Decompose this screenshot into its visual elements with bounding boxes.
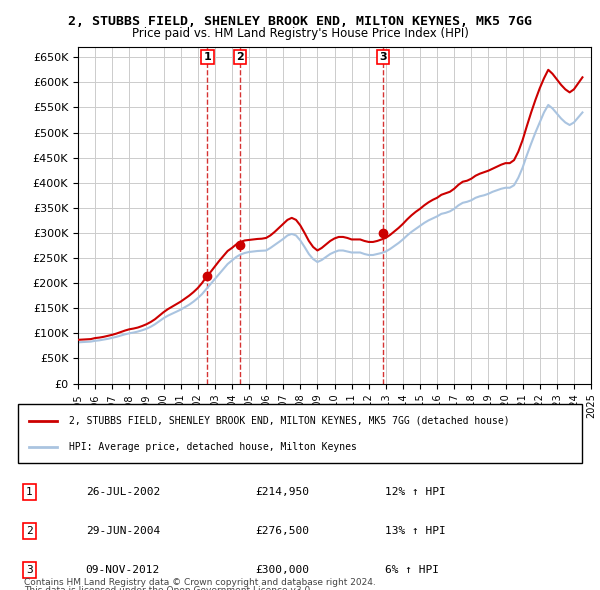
Text: 29-JUN-2004: 29-JUN-2004 [86, 526, 160, 536]
Text: 13% ↑ HPI: 13% ↑ HPI [385, 526, 445, 536]
Text: 1: 1 [26, 487, 32, 497]
Text: 2, STUBBS FIELD, SHENLEY BROOK END, MILTON KEYNES, MK5 7GG: 2, STUBBS FIELD, SHENLEY BROOK END, MILT… [68, 15, 532, 28]
Text: £214,950: £214,950 [255, 487, 309, 497]
Text: Contains HM Land Registry data © Crown copyright and database right 2024.: Contains HM Land Registry data © Crown c… [24, 578, 376, 587]
Text: 26-JUL-2002: 26-JUL-2002 [86, 487, 160, 497]
Text: 2, STUBBS FIELD, SHENLEY BROOK END, MILTON KEYNES, MK5 7GG (detached house): 2, STUBBS FIELD, SHENLEY BROOK END, MILT… [69, 416, 509, 425]
Text: HPI: Average price, detached house, Milton Keynes: HPI: Average price, detached house, Milt… [69, 442, 356, 451]
FancyBboxPatch shape [18, 404, 582, 463]
Text: £276,500: £276,500 [255, 526, 309, 536]
Text: 6% ↑ HPI: 6% ↑ HPI [385, 565, 439, 575]
Text: Price paid vs. HM Land Registry's House Price Index (HPI): Price paid vs. HM Land Registry's House … [131, 27, 469, 40]
Text: 12% ↑ HPI: 12% ↑ HPI [385, 487, 445, 497]
Text: 3: 3 [26, 565, 32, 575]
Text: 2: 2 [26, 526, 32, 536]
Text: 09-NOV-2012: 09-NOV-2012 [86, 565, 160, 575]
Text: 1: 1 [203, 53, 211, 62]
Text: 2: 2 [236, 53, 244, 62]
Text: This data is licensed under the Open Government Licence v3.0.: This data is licensed under the Open Gov… [24, 586, 313, 590]
Text: 3: 3 [380, 53, 387, 62]
Text: £300,000: £300,000 [255, 565, 309, 575]
